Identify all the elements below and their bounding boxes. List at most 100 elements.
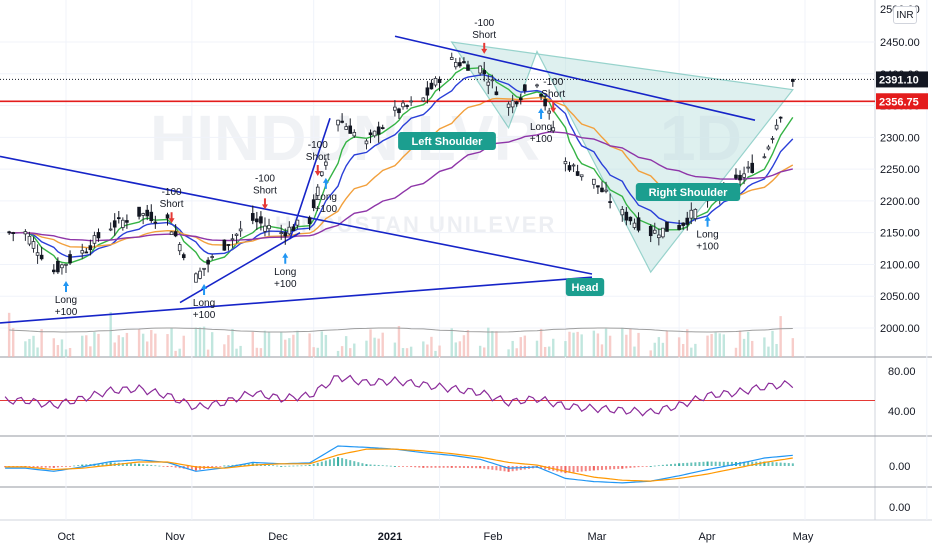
candle-body <box>648 225 653 237</box>
volume-bar <box>466 330 470 357</box>
candle-body <box>287 226 292 235</box>
macd-histogram-bar <box>219 466 222 467</box>
sell-arrow-icon <box>481 42 488 54</box>
macd-histogram-bar <box>263 464 266 466</box>
volume-bar <box>182 335 185 357</box>
rsi-pane <box>0 374 875 417</box>
macd-histogram-bar <box>751 461 754 466</box>
signal-label: -100 <box>162 187 182 198</box>
volume-bar <box>154 333 157 357</box>
candle-body <box>458 62 462 67</box>
candle-body <box>791 78 795 82</box>
candle-body <box>255 218 259 223</box>
volume-bar <box>576 331 579 357</box>
candle-body <box>230 238 235 241</box>
macd-histogram-bar <box>215 466 218 467</box>
head-and-shoulders-pattern[interactable] <box>450 41 794 274</box>
volume-bar <box>604 328 608 357</box>
price-tick-label: 2250.00 <box>880 164 920 176</box>
macd-histogram-bar <box>60 466 63 467</box>
volume-bar <box>434 350 437 357</box>
macd-histogram-bar <box>393 466 396 467</box>
macd-histogram-bar <box>775 462 778 466</box>
volume-ma-line <box>9 327 793 333</box>
time-tick-label: Apr <box>698 531 715 543</box>
sell-arrow-icon <box>550 101 557 113</box>
volume-bar <box>137 329 141 357</box>
volume-bar <box>235 348 238 357</box>
volume-bar <box>36 347 39 357</box>
macd-histogram-bar <box>142 464 145 466</box>
macd-histogram-bar <box>389 465 392 467</box>
macd-histogram-bar <box>134 463 137 466</box>
signal-label: Short <box>160 199 184 210</box>
volume-bar <box>28 338 31 357</box>
volume-bar <box>255 347 259 357</box>
neckline-trendline <box>394 35 756 121</box>
macd-histogram-bar <box>328 459 331 466</box>
volume-bar <box>600 344 604 357</box>
macd-histogram-bar <box>600 466 603 470</box>
candle-body <box>116 217 121 220</box>
volume-bar <box>288 338 291 357</box>
candle-body <box>454 62 458 68</box>
macd-histogram-bar <box>694 462 697 466</box>
volume-bar <box>121 337 125 357</box>
volume-bar <box>409 346 413 357</box>
volume-bar <box>210 332 214 357</box>
candle-body <box>84 251 89 254</box>
macd-histogram-bar <box>747 461 750 466</box>
macd-histogram-bar <box>479 466 482 469</box>
macd-histogram-bar <box>272 465 275 467</box>
volume-bar <box>194 327 198 357</box>
macd-histogram-bar <box>422 466 425 468</box>
volume-bar <box>637 332 640 357</box>
candle-body <box>746 166 750 169</box>
candle-body <box>681 222 685 226</box>
macd-histogram-bar <box>682 463 685 466</box>
volume-bar <box>596 333 600 357</box>
volume-bar <box>738 330 742 357</box>
macd-histogram-bar <box>491 466 494 470</box>
macd-histogram-bar <box>633 466 636 468</box>
signal-label: Short <box>541 89 565 100</box>
trendlines[interactable] <box>0 35 875 324</box>
candle-body <box>393 106 397 111</box>
volume-bar <box>296 330 299 357</box>
candle-body <box>567 165 572 171</box>
macd-histogram-bar <box>324 460 327 466</box>
macd-histogram-bar <box>56 466 59 468</box>
time-tick-label: Dec <box>268 531 288 543</box>
candle-body <box>39 254 44 260</box>
candle-body <box>766 146 771 150</box>
volume-bar <box>52 338 56 357</box>
volume-bar <box>344 336 348 357</box>
macd-histogram-bar <box>544 466 547 470</box>
macd-histogram-bar <box>40 466 43 468</box>
candle-body <box>259 216 263 224</box>
volume-bar <box>710 333 713 357</box>
macd-histogram-bar <box>629 466 632 468</box>
volume-bar <box>568 331 571 357</box>
volume-bar <box>125 332 129 357</box>
macd-histogram-bar <box>674 463 677 466</box>
buy-arrow-icon <box>282 252 289 264</box>
volume-bar <box>397 325 401 357</box>
volume-bar <box>714 332 717 357</box>
macd-histogram-bar <box>129 463 132 466</box>
macd-histogram-bar <box>345 459 348 466</box>
volume-bar <box>763 337 766 357</box>
macd-histogram-bar <box>308 465 311 466</box>
currency-button[interactable]: INR <box>893 6 917 24</box>
macd-histogram-bar <box>438 466 441 468</box>
volume-bar <box>174 350 177 357</box>
volume-bar <box>694 343 697 357</box>
candle-body <box>401 102 405 108</box>
pattern-area <box>450 41 794 274</box>
macd-histogram-bar <box>718 461 721 466</box>
macd-histogram-bar <box>621 466 624 469</box>
candle-body <box>677 224 681 230</box>
sell-arrow-icon <box>314 165 321 177</box>
signal-label: +100 <box>315 204 338 215</box>
